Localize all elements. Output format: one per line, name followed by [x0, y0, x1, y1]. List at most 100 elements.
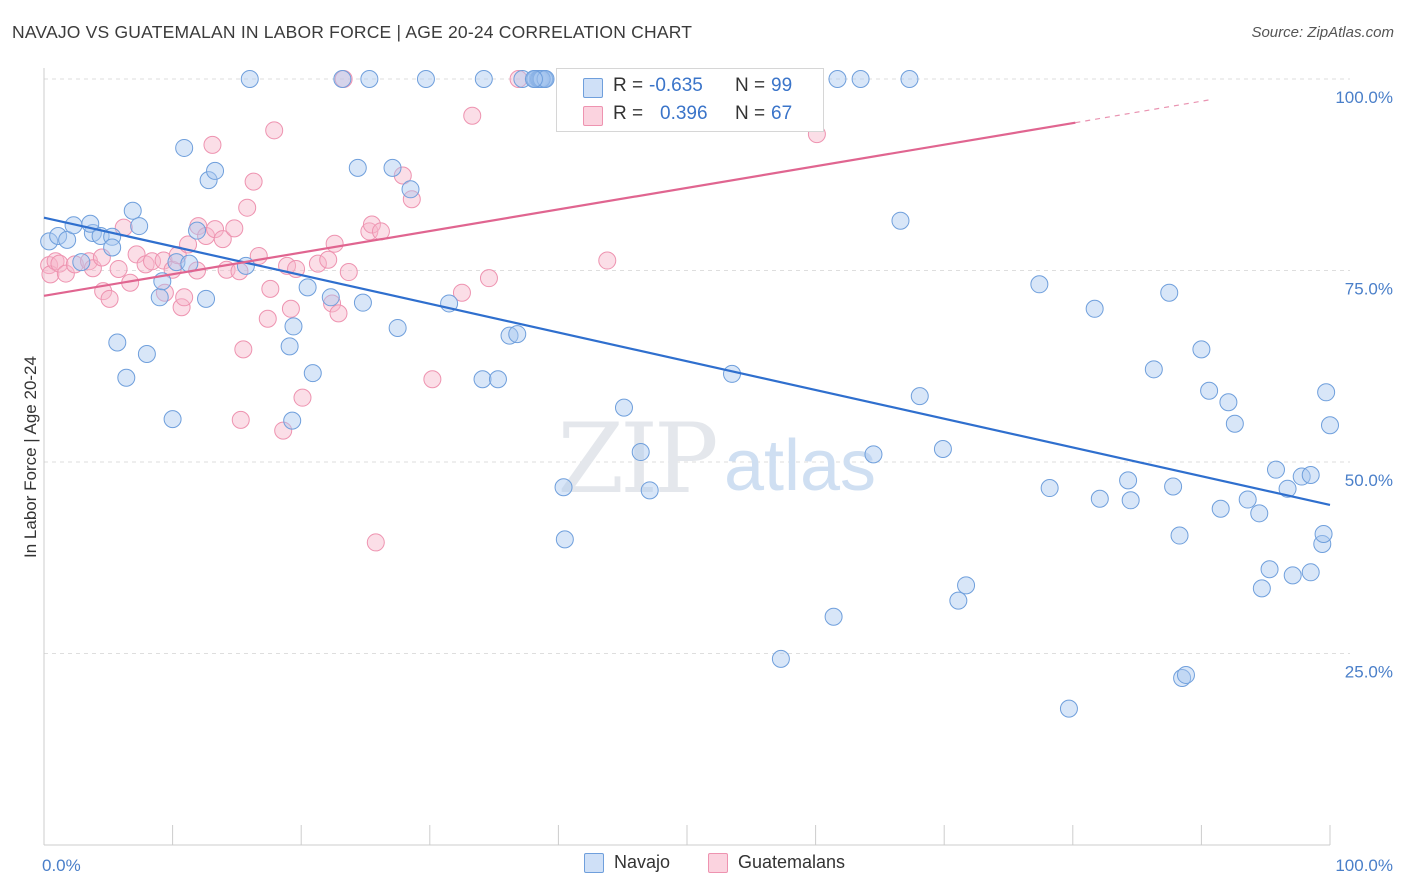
- navajo-point: [188, 221, 207, 240]
- y-tick-label: 50.0%: [1345, 471, 1393, 490]
- guatemalans-swatch-icon: [583, 106, 603, 126]
- navajo-point: [891, 211, 910, 230]
- navajo-point: [554, 478, 573, 497]
- guatemalans-point: [244, 172, 263, 191]
- y-axis-label: In Labor Force | Age 20-24: [21, 356, 40, 558]
- navajo-point: [1059, 699, 1078, 718]
- guatemalans-point: [308, 254, 327, 273]
- guatemalans-point: [293, 388, 312, 407]
- navajo-point: [360, 70, 379, 88]
- navajo-point: [117, 368, 136, 387]
- guatemalans-point: [258, 309, 277, 328]
- navajo-point: [508, 325, 527, 344]
- navajo-point: [167, 253, 186, 272]
- navajo-point: [1090, 489, 1109, 508]
- navajo-point: [1121, 491, 1140, 510]
- legend-n-value: 67: [771, 103, 793, 124]
- navajo-point: [1085, 299, 1104, 318]
- correlation-legend: R = -0.635 N = 99 R = 0.396 N = 67: [556, 68, 824, 132]
- guatemalans-point: [366, 533, 385, 552]
- guatemalans-point: [225, 219, 244, 238]
- navajo-legend-icon: [584, 853, 604, 873]
- navajo-point: [957, 576, 976, 595]
- navajo-legend-label: Navajo: [614, 852, 671, 872]
- navajo-point: [103, 238, 122, 257]
- navajo-point: [72, 253, 91, 272]
- navajo-point: [1144, 360, 1163, 379]
- y-tick-label: 25.0%: [1345, 663, 1393, 682]
- navajo-point: [40, 232, 59, 251]
- guatemalans-point: [319, 250, 338, 269]
- guatemalans-point: [154, 251, 173, 270]
- guatemalans-point: [339, 263, 358, 282]
- navajo-point: [1040, 479, 1059, 498]
- navajo-point: [150, 288, 169, 307]
- y-tick-label: 100.0%: [1335, 88, 1393, 107]
- navajo-point: [175, 138, 194, 157]
- guatemalans-point: [265, 121, 284, 140]
- navajo-point: [524, 70, 543, 88]
- navajo-point: [163, 410, 182, 429]
- guatemalans-point: [56, 264, 75, 283]
- navajo-point: [1314, 525, 1333, 544]
- navajo-point: [949, 591, 968, 610]
- guatemalans-point: [362, 215, 381, 234]
- navajo-point: [1030, 275, 1049, 294]
- navajo-point: [416, 70, 435, 88]
- trend-lines: [43, 99, 1331, 506]
- navajo-point: [1225, 414, 1244, 433]
- navajo-trend-line: [43, 216, 1331, 506]
- navajo-point: [851, 70, 870, 88]
- navajo-point: [283, 411, 302, 430]
- navajo-point: [1238, 490, 1257, 509]
- watermark-atlas: atlas: [724, 426, 876, 506]
- legend-r-value: -0.635: [649, 75, 703, 96]
- navajo-point: [1250, 504, 1269, 523]
- guatemalans-point: [479, 269, 498, 288]
- guatemalans-point: [175, 288, 194, 307]
- navajo-point: [532, 70, 551, 88]
- guatemalans-point: [206, 220, 225, 239]
- navajo-point: [1211, 499, 1230, 518]
- legend-n-label: N =: [735, 75, 766, 96]
- legend-n-label: N =: [735, 103, 766, 124]
- source-attribution: Source: ZipAtlas.com: [1251, 24, 1394, 41]
- navajo-point: [401, 180, 420, 199]
- navajo-point: [614, 398, 633, 417]
- navajo-point: [280, 337, 299, 356]
- navajo-point: [723, 364, 742, 383]
- guatemalans-point: [393, 166, 412, 185]
- navajo-point: [1321, 416, 1339, 435]
- navajo-point: [631, 443, 650, 462]
- guatemalans-point: [463, 106, 482, 125]
- navajo-point: [321, 288, 340, 307]
- x-tick-label: 100.0%: [1335, 856, 1393, 875]
- watermark-zip: ZIP: [557, 403, 716, 515]
- guatemalans-legend-icon: [708, 853, 728, 873]
- navajo-point: [199, 171, 218, 190]
- guatemalans-point: [127, 245, 146, 264]
- guatemalans-legend-label: Guatemalans: [738, 852, 846, 872]
- navajo-point: [640, 481, 659, 500]
- legend-r-label: R =: [613, 103, 644, 124]
- navajo-point: [130, 217, 149, 236]
- navajo-point: [388, 318, 407, 337]
- guatemalans-point: [261, 279, 280, 298]
- navajo-point: [333, 70, 352, 88]
- guatemalans-point: [281, 299, 300, 318]
- navajo-point: [108, 333, 127, 352]
- navajo-point: [488, 370, 507, 389]
- navajo-point: [933, 439, 952, 458]
- navajo-point: [771, 649, 790, 668]
- axes: [43, 68, 1331, 846]
- navajo-point: [1283, 566, 1302, 585]
- navajo-point: [910, 387, 929, 406]
- navajo-point: [1219, 393, 1238, 412]
- navajo-point: [383, 158, 402, 177]
- navajo-point: [474, 70, 493, 88]
- navajo-swatch-icon: [583, 78, 603, 98]
- legend-r-value: 0.396: [660, 103, 708, 124]
- guatemalans-point: [203, 135, 222, 154]
- guatemalans-point: [329, 304, 348, 323]
- navajo-point: [864, 445, 883, 464]
